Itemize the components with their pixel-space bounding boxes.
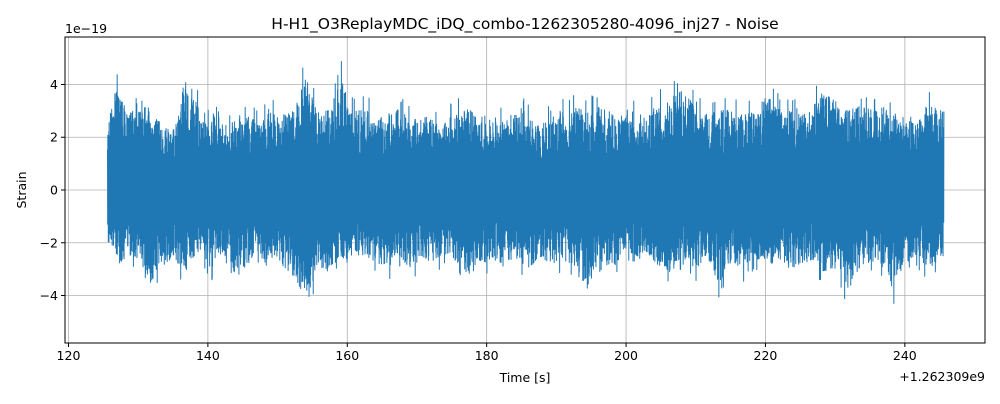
x-tick-label: 240 xyxy=(893,348,917,363)
x-tick-label: 120 xyxy=(57,348,81,363)
x-axis-label: Time [s] xyxy=(499,370,551,385)
y-scale-label: 1e−19 xyxy=(65,21,107,36)
y-tick-label: −2 xyxy=(40,235,58,250)
y-tick-label: −4 xyxy=(40,288,58,303)
y-tick-label: 0 xyxy=(50,183,58,198)
x-tick-label: 180 xyxy=(475,348,499,363)
x-tick-label: 200 xyxy=(614,348,638,363)
series-layer xyxy=(107,60,945,304)
y-axis-label: Strain xyxy=(14,171,29,208)
y-tick-label: 2 xyxy=(50,130,58,145)
x-tick-label: 160 xyxy=(335,348,359,363)
ticks: 120 140 160 180 200 220 240 −4 −2 0 2 4 xyxy=(40,77,917,363)
x-tick-label: 140 xyxy=(196,348,220,363)
strain-noise-line xyxy=(107,60,945,304)
y-tick-label: 4 xyxy=(50,77,58,92)
x-offset-label: +1.262309e9 xyxy=(899,369,985,384)
x-tick-label: 220 xyxy=(754,348,778,363)
chart-title: H-H1_O3ReplayMDC_iDQ_combo-1262305280-40… xyxy=(271,15,778,34)
